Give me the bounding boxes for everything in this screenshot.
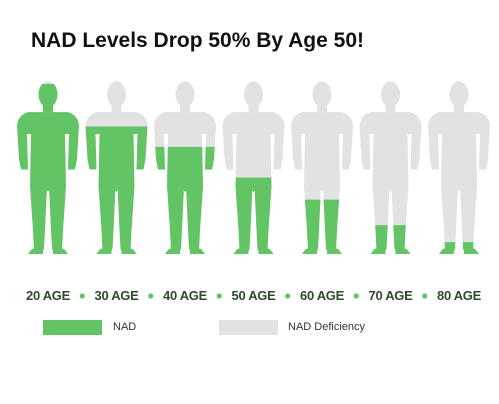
body-figure-7 <box>428 81 490 254</box>
legend-swatch-nad <box>43 320 102 335</box>
x-tick-label: 30 AGE <box>95 288 140 303</box>
separator-dot <box>79 293 85 299</box>
legend-label-nad: NAD <box>113 321 137 333</box>
body-silhouette <box>291 81 353 254</box>
body-silhouette <box>359 81 422 254</box>
x-tick-label: 70 AGE <box>369 288 414 303</box>
body-silhouette <box>222 81 285 254</box>
separator-dot <box>285 293 291 299</box>
body-figure-4 <box>222 81 285 254</box>
body-silhouette <box>428 81 490 254</box>
x-tick-label: 80 AGE <box>437 288 482 303</box>
separator-dot <box>353 293 359 299</box>
body-figure-6 <box>359 81 422 254</box>
chart-title: NAD Levels Drop 50% By Age 50! <box>31 29 364 52</box>
separator-dot <box>216 293 222 299</box>
nad-chart: 20 AGE 30 AGE 40 AGE 50 AGE 60 AGE 70 AGE 80 A… <box>17 81 490 303</box>
x-tick-label: 50 AGE <box>232 288 277 303</box>
x-tick-label: 60 AGE <box>300 288 345 303</box>
separator-dot <box>422 293 428 299</box>
separator-dot <box>148 293 154 299</box>
body-figure-5 <box>291 81 353 254</box>
x-tick-label: 40 AGE <box>163 288 208 303</box>
legend: NAD NAD Deficiency <box>43 320 463 338</box>
nad-fill-bar-1 <box>17 84 79 254</box>
legend-swatch-deficiency <box>219 320 278 335</box>
legend-label-deficiency: NAD Deficiency <box>288 321 366 333</box>
x-tick-label: 20 AGE <box>26 288 71 303</box>
